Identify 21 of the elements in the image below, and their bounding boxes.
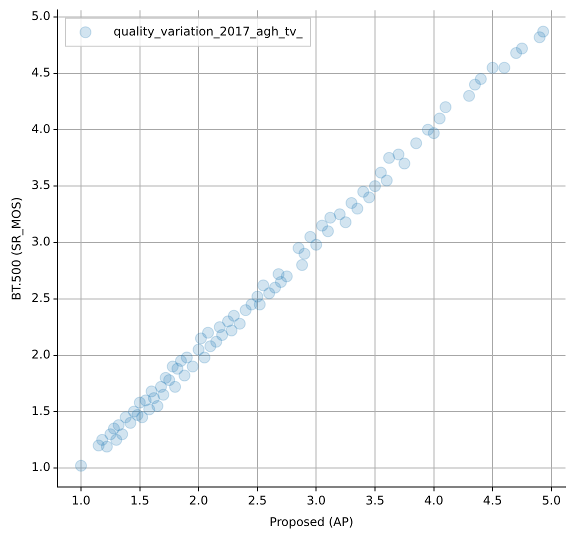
y-tick-label: 4.0 [31,122,50,136]
x-tick-label: 4.0 [424,494,444,508]
y-tick-label: 3.5 [31,178,50,192]
y-tick-label: 1.5 [31,404,50,418]
x-tick-label: 5.0 [542,494,561,508]
x-tick-label: 2.5 [248,494,267,508]
y-tick-label: 4.5 [31,65,50,80]
x-tick-label: 2.0 [189,494,208,508]
legend-label: quality_variation_2017_agh_tv_ [113,24,304,38]
x-axis-title: Proposed (AP) [270,514,354,529]
y-tick-label: 5.0 [31,9,50,24]
x-tick-label: 4.5 [483,494,502,508]
x-tick-label: 1.0 [71,494,91,508]
y-tick-label: 1.0 [31,460,50,474]
y-tick-label: 3.0 [31,234,50,249]
y-tick-label: 2.5 [31,291,50,306]
y-axis-title: BT.500 (SR_MOS) [9,196,24,300]
x-tick-label: 3.5 [365,494,385,508]
x-tick-label: 3.0 [306,494,326,508]
x-tick-label: 1.5 [130,494,150,508]
y-tick-label: 2.0 [31,347,50,362]
